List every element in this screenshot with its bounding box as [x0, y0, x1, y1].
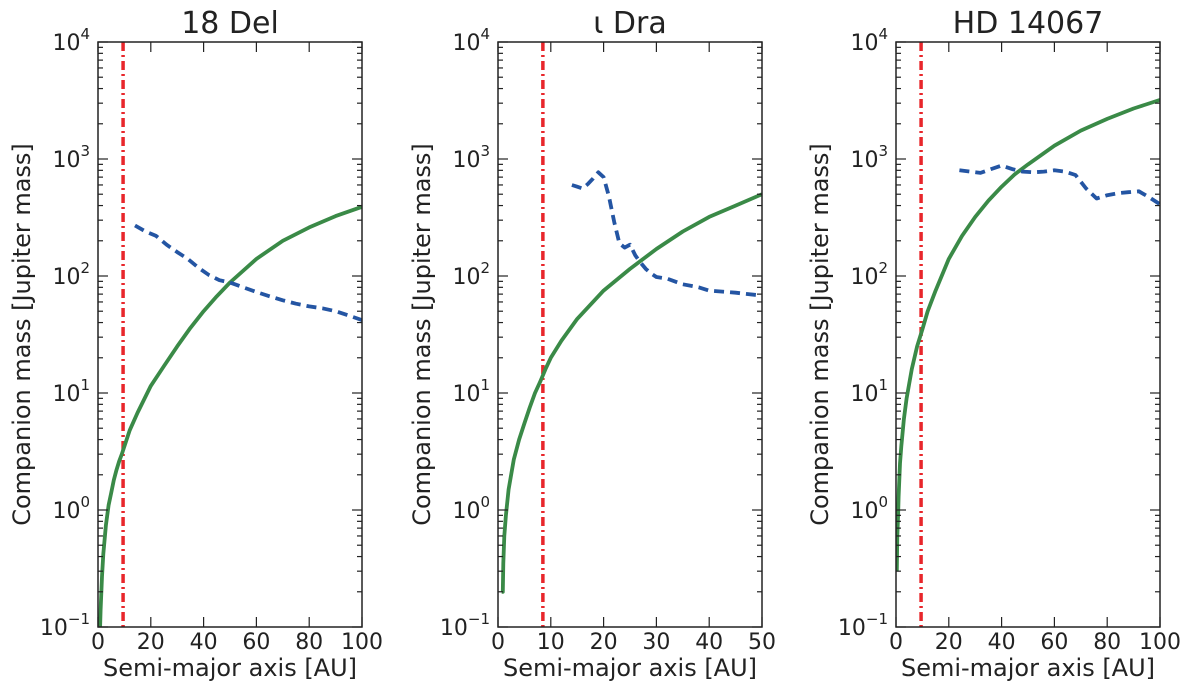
y-axis-title: Companion mass [Jupiter mass] [8, 143, 36, 526]
y-tick-label: 101 [52, 376, 90, 407]
x-tick-label: 20 [590, 630, 618, 655]
x-tick-label: 60 [1040, 630, 1068, 655]
plot-frame [895, 41, 1161, 628]
y-tick-label: 102 [452, 259, 490, 290]
x-tick-label: 40 [988, 630, 1016, 655]
solid-limit-curve [896, 98, 1160, 572]
x-tick-label: 30 [642, 630, 670, 655]
plot-frame [97, 41, 363, 628]
x-tick-label: 100 [1139, 630, 1181, 655]
panel-2: 10−1 100 101 102 103 104 0 10 20 30 40 50Semi-major… [408, 6, 776, 682]
y-tick-label: 102 [52, 259, 90, 290]
x-tick-label: 60 [242, 630, 270, 655]
panel-title: ι Dra [593, 6, 667, 41]
x-tick-label: 0 [91, 630, 105, 655]
x-tick-label: 40 [190, 630, 218, 655]
panel-title: 18 Del [181, 6, 279, 41]
x-tick-label: 20 [935, 630, 963, 655]
dashed-limit-line [959, 163, 1160, 206]
y-tick-label: 104 [452, 25, 490, 56]
dashed-limit-line [571, 170, 762, 298]
x-tick-label: 100 [341, 630, 383, 655]
y-axis-title: Companion mass [Jupiter mass] [408, 143, 436, 526]
dashed-limit-line [134, 223, 362, 322]
y-tick-label: 101 [452, 376, 490, 407]
y-axis-title: Companion mass [Jupiter mass] [806, 143, 834, 526]
x-tick-label: 80 [1093, 630, 1121, 655]
y-tick-label: 101 [850, 376, 888, 407]
x-axis-title: Semi-major axis [AU] [103, 654, 357, 682]
x-axis-title: Semi-major axis [AU] [901, 654, 1155, 682]
x-tick-label: 10 [537, 630, 565, 655]
y-tick-label: 104 [52, 25, 90, 56]
x-axis-title: Semi-major axis [AU] [503, 654, 757, 682]
y-tick-label: 103 [452, 142, 490, 173]
x-tick-label: 0 [889, 630, 903, 655]
y-tick-label: 10−1 [40, 610, 90, 641]
y-tick-label: 100 [452, 493, 490, 524]
y-tick-label: 10−1 [838, 610, 888, 641]
y-tick-label: 103 [850, 142, 888, 173]
y-tick-label: 102 [850, 259, 888, 290]
solid-limit-curve [500, 192, 762, 594]
x-tick-label: 20 [137, 630, 165, 655]
x-tick-label: 80 [295, 630, 323, 655]
x-tick-label: 40 [695, 630, 723, 655]
solid-limit-curve [98, 205, 362, 627]
y-tick-label: 100 [52, 493, 90, 524]
y-tick-label: 103 [52, 142, 90, 173]
panel-title: HD 14067 [953, 6, 1104, 41]
y-tick-label: 10−1 [440, 610, 490, 641]
x-tick-label: 0 [491, 630, 505, 655]
y-tick-label: 104 [850, 25, 888, 56]
x-tick-label: 50 [748, 630, 776, 655]
y-tick-label: 100 [850, 493, 888, 524]
plot-frame [497, 41, 763, 628]
